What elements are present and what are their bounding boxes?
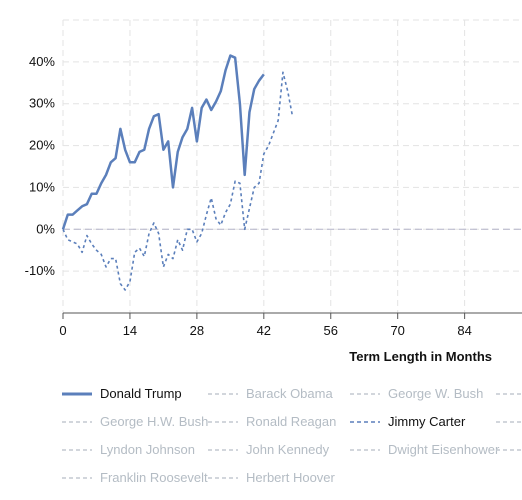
- legend-item-george-w-bush[interactable]: George W. Bush: [350, 386, 483, 401]
- legend-label: George W. Bush: [388, 386, 483, 401]
- legend-item-ronald-reagan[interactable]: Ronald Reagan: [208, 414, 336, 429]
- y-tick-label: 30%: [29, 96, 55, 111]
- x-tick-label: 56: [324, 323, 338, 338]
- legend: Donald Trump Barack Obama George W. Bush Ge…: [62, 386, 522, 485]
- legend-label: Dwight Eisenhower: [388, 442, 500, 457]
- axis-layer: -10%0%10%20%30%40%014284256708498: [25, 54, 522, 338]
- legend-label: Lyndon Johnson: [100, 442, 195, 457]
- legend-label: Ronald Reagan: [246, 414, 336, 429]
- series-layer: [61, 54, 294, 291]
- x-tick-label: 28: [190, 323, 204, 338]
- legend-item-dwight-eisenhower[interactable]: Dwight Eisenhower: [350, 442, 500, 457]
- legend-label: Barack Obama: [246, 386, 333, 401]
- series-line-donald-trump: [61, 54, 265, 230]
- x-tick-label: 0: [59, 323, 66, 338]
- y-tick-label: 20%: [29, 138, 55, 153]
- legend-item-lyndon-johnson[interactable]: Lyndon Johnson: [62, 442, 195, 457]
- legend-label: John Kennedy: [246, 442, 330, 457]
- legend-label: Jimmy Carter: [388, 414, 466, 429]
- legend-label: Franklin Roosevelt: [100, 470, 208, 485]
- y-tick-label: -10%: [25, 263, 56, 278]
- legend-item-john-kennedy[interactable]: John Kennedy: [208, 442, 330, 457]
- series-line-jimmy-carter: [62, 71, 294, 291]
- y-tick-label: 0%: [36, 221, 55, 236]
- x-axis-title: Term Length in Months: [349, 349, 492, 364]
- legend-item-barack-obama[interactable]: Barack Obama: [208, 386, 333, 401]
- x-tick-label: 84: [457, 323, 471, 338]
- x-tick-label: 42: [257, 323, 271, 338]
- legend-label: Donald Trump: [100, 386, 182, 401]
- grid-layer: [62, 19, 522, 314]
- legend-item-jimmy-carter[interactable]: Jimmy Carter: [350, 414, 466, 429]
- y-tick-label: 40%: [29, 54, 55, 69]
- x-tick-label: 70: [390, 323, 404, 338]
- x-tick-label: 14: [123, 323, 137, 338]
- legend-item-herbert-hoover[interactable]: Herbert Hoover: [208, 470, 336, 485]
- legend-label: George H.W. Bush: [100, 414, 208, 429]
- legend-label: Herbert Hoover: [246, 470, 336, 485]
- legend-item-franklin-roosevelt[interactable]: Franklin Roosevelt: [62, 470, 208, 485]
- y-tick-label: 10%: [29, 179, 55, 194]
- legend-item-donald-trump[interactable]: Donald Trump: [62, 386, 182, 401]
- legend-item-george-h-w-bush[interactable]: George H.W. Bush: [62, 414, 208, 429]
